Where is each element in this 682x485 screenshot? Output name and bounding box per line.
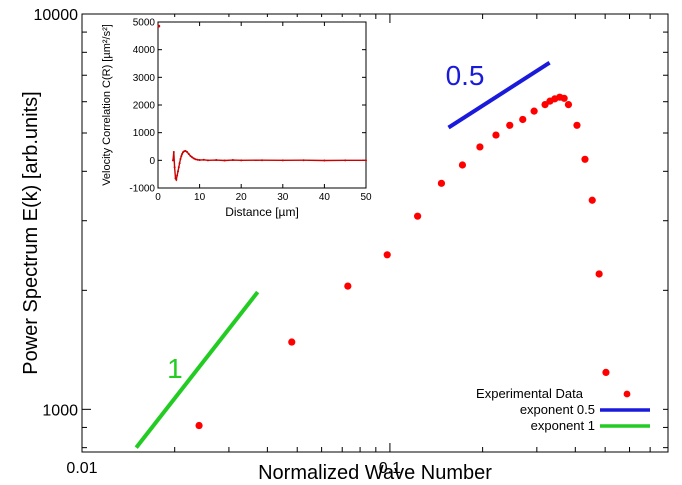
inset-data-point <box>173 166 176 169</box>
inset-data-point <box>192 157 195 160</box>
inset-y-tick-label: 4000 <box>133 45 156 56</box>
inset-y-tick-label: -1000 <box>129 184 155 195</box>
inset-x-tick-label: 10 <box>194 192 206 203</box>
inset-data-point <box>175 178 178 181</box>
slope-annotation: 1 <box>167 353 183 384</box>
x-tick-label: 0.01 <box>66 460 97 477</box>
inset-data-point <box>172 151 175 154</box>
inset-data-point <box>180 155 183 158</box>
inset-data-point <box>231 159 234 162</box>
data-point <box>519 115 527 124</box>
data-point <box>414 212 422 220</box>
inset-data-point <box>194 158 197 161</box>
data-point <box>492 131 500 139</box>
main-x-ticks: 0.01 0.1 <box>66 14 669 477</box>
inset-data-point <box>206 159 209 162</box>
data-point <box>195 421 203 430</box>
inset-data-point <box>240 159 243 162</box>
data-point <box>530 107 538 115</box>
x-axis-label: Normalized Wave Number <box>258 462 492 484</box>
inset-data-point <box>176 170 179 173</box>
inset-data-point <box>189 154 192 157</box>
data-point <box>573 121 581 129</box>
data-point <box>437 179 446 187</box>
y-axis-label: Power Spectrum E(k) [arb.units] <box>20 91 42 374</box>
legend-marker-experimental <box>623 390 631 398</box>
inset-x-tick-label: 40 <box>319 192 331 203</box>
inset-data-point <box>157 24 161 28</box>
legend-label-exponent-05: exponent 0.5 <box>520 402 595 417</box>
data-point <box>288 338 296 346</box>
inset-data-point <box>184 149 187 152</box>
inset-data-point <box>191 156 194 159</box>
main-plot-frame <box>81 13 669 453</box>
inset-x-tick-label: 20 <box>236 192 248 203</box>
inset-x-ticks: 0 10 20 30 40 50 <box>155 22 372 203</box>
data-point <box>383 251 391 259</box>
data-point <box>564 100 573 109</box>
inset-data-point <box>344 159 347 162</box>
y-tick-label: 1000 <box>42 402 78 419</box>
slope-line <box>447 61 551 130</box>
inset-y-tick-label: 5000 <box>133 18 156 29</box>
main-annotations: 0.51 <box>167 60 484 384</box>
data-point <box>476 143 484 151</box>
data-point <box>595 270 603 278</box>
inset-data-point <box>365 159 367 162</box>
x-tick-label: 0.1 <box>379 460 401 477</box>
inset-data-point <box>323 159 326 162</box>
slope-annotation: 0.5 <box>446 60 485 91</box>
inset-y-tick-label: 3000 <box>133 73 156 84</box>
inset-data-point <box>179 157 182 160</box>
inset-data-point <box>178 162 181 165</box>
data-point <box>588 196 596 204</box>
inset-y-ticks: -1000 0 1000 2000 3000 4000 5000 <box>129 18 366 195</box>
legend-label-experimental: Experimental Data <box>476 386 584 401</box>
inset-y-tick-label: 2000 <box>133 101 156 112</box>
data-point <box>581 155 589 163</box>
inset-points <box>157 24 367 181</box>
inset-x-tick-label: 0 <box>155 192 161 203</box>
inset-x-tick-label: 30 <box>277 192 289 203</box>
inset-y-axis-label: Velocity Correlation C(R) [µm²/s²] <box>101 24 113 186</box>
inset-data-point <box>281 159 284 162</box>
legend: Experimental Data exponent 0.5 exponent … <box>462 385 663 437</box>
inset-y-tick-label: 0 <box>149 156 155 167</box>
inset-data-point <box>261 159 263 162</box>
inset-data-point <box>171 159 174 162</box>
inset-data-point <box>177 166 180 169</box>
inset-data-point <box>187 152 190 155</box>
inset-data-point <box>302 159 305 162</box>
inset-data-point <box>186 151 189 154</box>
inset-x-axis-label: Distance [µm] <box>225 205 299 219</box>
inset-data-point <box>215 159 218 162</box>
inset-data-point <box>223 159 226 162</box>
data-point <box>602 368 610 377</box>
inset-data-point <box>176 174 179 177</box>
inset-x-tick-label: 50 <box>360 192 372 203</box>
data-point <box>560 94 568 102</box>
inset-data-point <box>181 152 184 155</box>
main-series-points <box>195 93 610 430</box>
data-point <box>506 121 514 129</box>
data-point <box>458 161 467 169</box>
inset-data-point <box>196 158 199 161</box>
legend-label-exponent-1: exponent 1 <box>531 418 595 433</box>
main-series-lines <box>134 61 551 449</box>
inset-y-tick-label: 1000 <box>133 128 156 139</box>
slope-line <box>134 290 260 449</box>
inset-data-point <box>202 158 205 161</box>
inset-data-point <box>198 159 201 162</box>
data-point <box>344 282 352 290</box>
y-tick-label: 10000 <box>34 7 79 24</box>
